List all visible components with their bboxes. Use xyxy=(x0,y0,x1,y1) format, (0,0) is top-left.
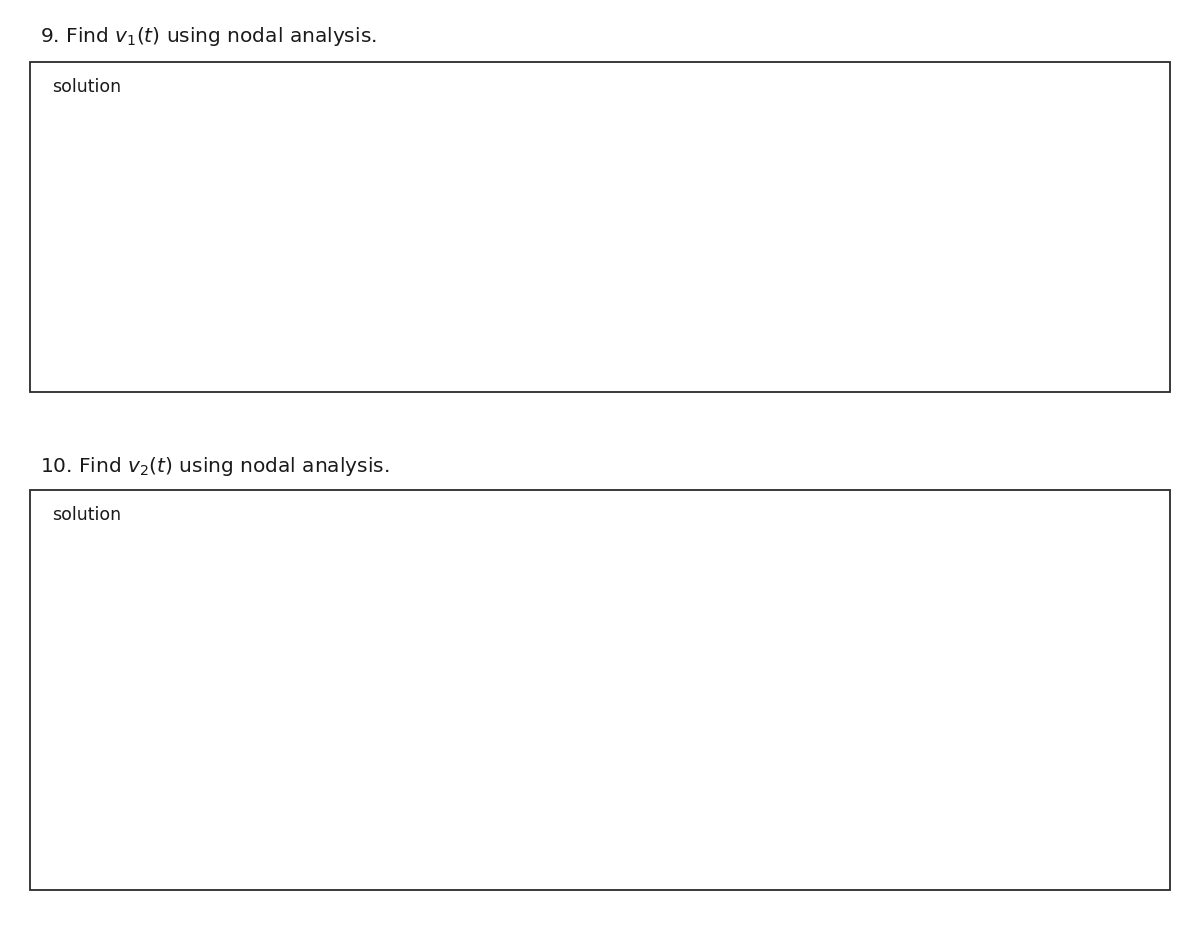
Bar xyxy=(30,490,1170,890)
Text: 9. Find $v_1(t)$ using nodal analysis.: 9. Find $v_1(t)$ using nodal analysis. xyxy=(40,25,377,48)
Text: solution: solution xyxy=(52,78,121,96)
Bar xyxy=(30,62,1170,392)
Text: solution: solution xyxy=(52,506,121,524)
Text: 10. Find $v_2(t)$ using nodal analysis.: 10. Find $v_2(t)$ using nodal analysis. xyxy=(40,455,390,478)
